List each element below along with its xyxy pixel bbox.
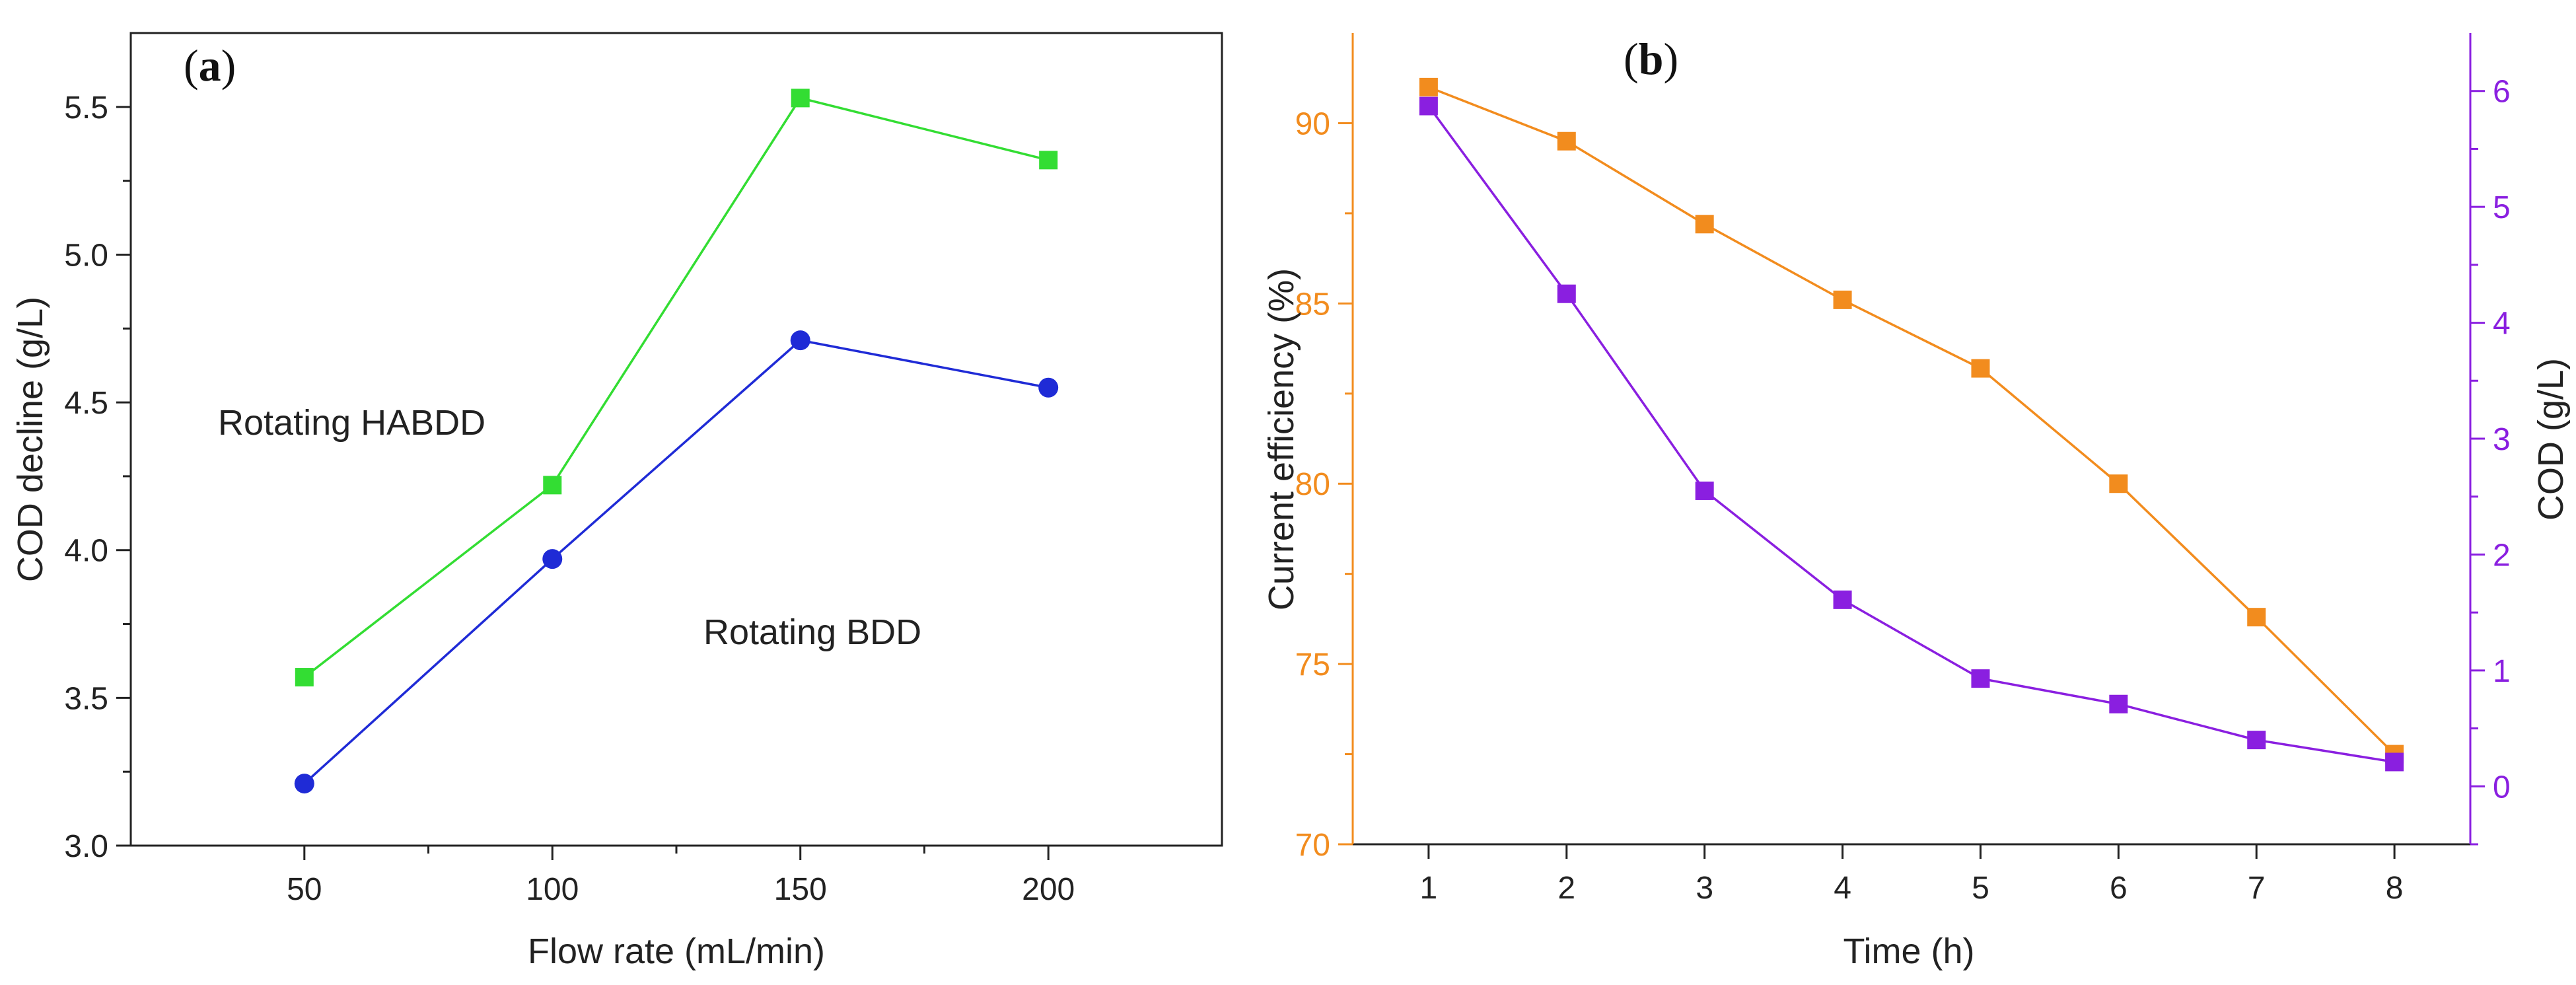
panel-b-ytick-right-label-0: 0 [2493,770,2511,805]
point-cod-5 [1971,669,1990,688]
panel-a-xlabel: Flow rate (mL/min) [528,931,825,971]
panel-b-ylabel-left: Current efficiency (%) [1262,268,1301,610]
panel-a-ytick-label-0: 3.0 [64,829,108,864]
panel-b-ytick-right-label-1: 1 [2493,654,2511,689]
point-cod-8 [2385,752,2404,772]
panel-a-ytick-label-1: 3.5 [64,681,108,716]
panel-a-label: (a) [184,40,236,91]
panel-b-xtick-label-7: 8 [2386,871,2404,906]
point-cod-6 [2109,694,2128,713]
panel-b-xtick-label-6: 7 [2248,871,2266,906]
point-cod-4 [1833,590,1852,609]
panel-b-label: (b) [1624,34,1678,84]
panel-a-xtick-label-2: 150 [774,872,827,907]
panel-b-ytick-left-label-0: 70 [1295,828,1330,863]
panel-a-ytick-label-4: 5.0 [64,238,108,273]
panel-b-xtick-label-2: 3 [1696,871,1713,906]
panel-b-xtick-label-0: 1 [1420,871,1438,906]
panel-b-xtick-label-3: 4 [1834,871,1851,906]
series-line-current-efficiency [1428,86,2396,755]
point-habdd-50 [295,668,314,687]
panel-b-ylabel-right: COD (g/L) [2531,358,2571,521]
panel-b-ytick-right-label-4: 4 [2493,307,2511,342]
annotation-rotating-bdd: Rotating BDD [703,612,921,652]
point-current-efficiency-6 [2109,474,2128,493]
panel-a: 50 100 150 200 3.0 3.5 4.0 4.5 5.0 5.5 (a) Flow r… [11,32,1223,971]
panel-b: 1 2 3 4 5 6 7 8 70 75 80 85 90 0 1 2 3 4 5 6 (b) Time (h) C… [1262,33,2571,971]
point-bdd-50 [294,774,314,794]
panel-b-xtick-label-5: 6 [2110,871,2128,906]
panel-a-xtick-label-3: 200 [1022,872,1075,907]
series-line-habdd [303,96,1049,678]
panel-b-xlabel: Time (h) [1843,931,1975,971]
panel-b-marks [1419,77,2404,772]
panel-a-ylabel: COD decline (g/L) [11,297,50,582]
point-habdd-150 [791,89,810,108]
panel-b-ytick-right-label-6: 6 [2493,75,2511,110]
panel-b-ytick-left-label-4: 90 [1295,106,1330,141]
panel-a-xtick-label-0: 50 [287,872,322,907]
panel-b-ytick-right-label-5: 5 [2493,190,2511,225]
point-current-efficiency-4 [1833,290,1852,309]
point-bdd-200 [1038,377,1059,398]
panel-b-xtick-label-1: 2 [1557,871,1575,906]
point-current-efficiency-2 [1557,131,1576,151]
point-habdd-200 [1039,151,1058,170]
point-current-efficiency-3 [1695,215,1714,234]
point-cod-2 [1557,284,1576,303]
annotation-rotating-habdd: Rotating HABDD [218,403,485,443]
point-bdd-100 [542,549,563,569]
panel-a-marks [294,89,1059,794]
panel-b-ytick-left-label-3: 85 [1295,287,1330,322]
panel-b-ytick-left-label-1: 75 [1295,647,1330,682]
point-cod-1 [1419,96,1438,116]
point-cod-7 [2247,731,2266,750]
panel-a-xtick-label-1: 100 [526,872,579,907]
panel-b-ticks: 1 2 3 4 5 6 7 8 70 75 80 85 90 0 1 2 3 4 5 6 [1295,75,2511,906]
panel-a-ticks: 50 100 150 200 3.0 3.5 4.0 4.5 5.0 5.5 [64,91,1075,907]
series-line-bdd [303,339,1049,785]
panel-b-ytick-right-label-2: 2 [2493,538,2511,573]
series-line-cod [1427,105,2395,764]
panel-b-xtick-label-4: 5 [1972,871,1989,906]
panel-b-ytick-left-label-2: 80 [1295,467,1330,502]
point-cod-3 [1695,481,1714,500]
panel-a-ytick-label-5: 5.5 [64,91,108,126]
point-current-efficiency-5 [1971,359,1990,378]
point-bdd-150 [790,330,810,351]
panel-b-ytick-right-label-3: 3 [2493,422,2511,457]
point-current-efficiency-1 [1419,77,1438,96]
point-habdd-100 [543,476,562,495]
panel-a-ytick-label-2: 4.0 [64,534,108,569]
point-current-efficiency-7 [2247,608,2266,627]
panel-a-ytick-label-3: 4.5 [64,386,108,421]
